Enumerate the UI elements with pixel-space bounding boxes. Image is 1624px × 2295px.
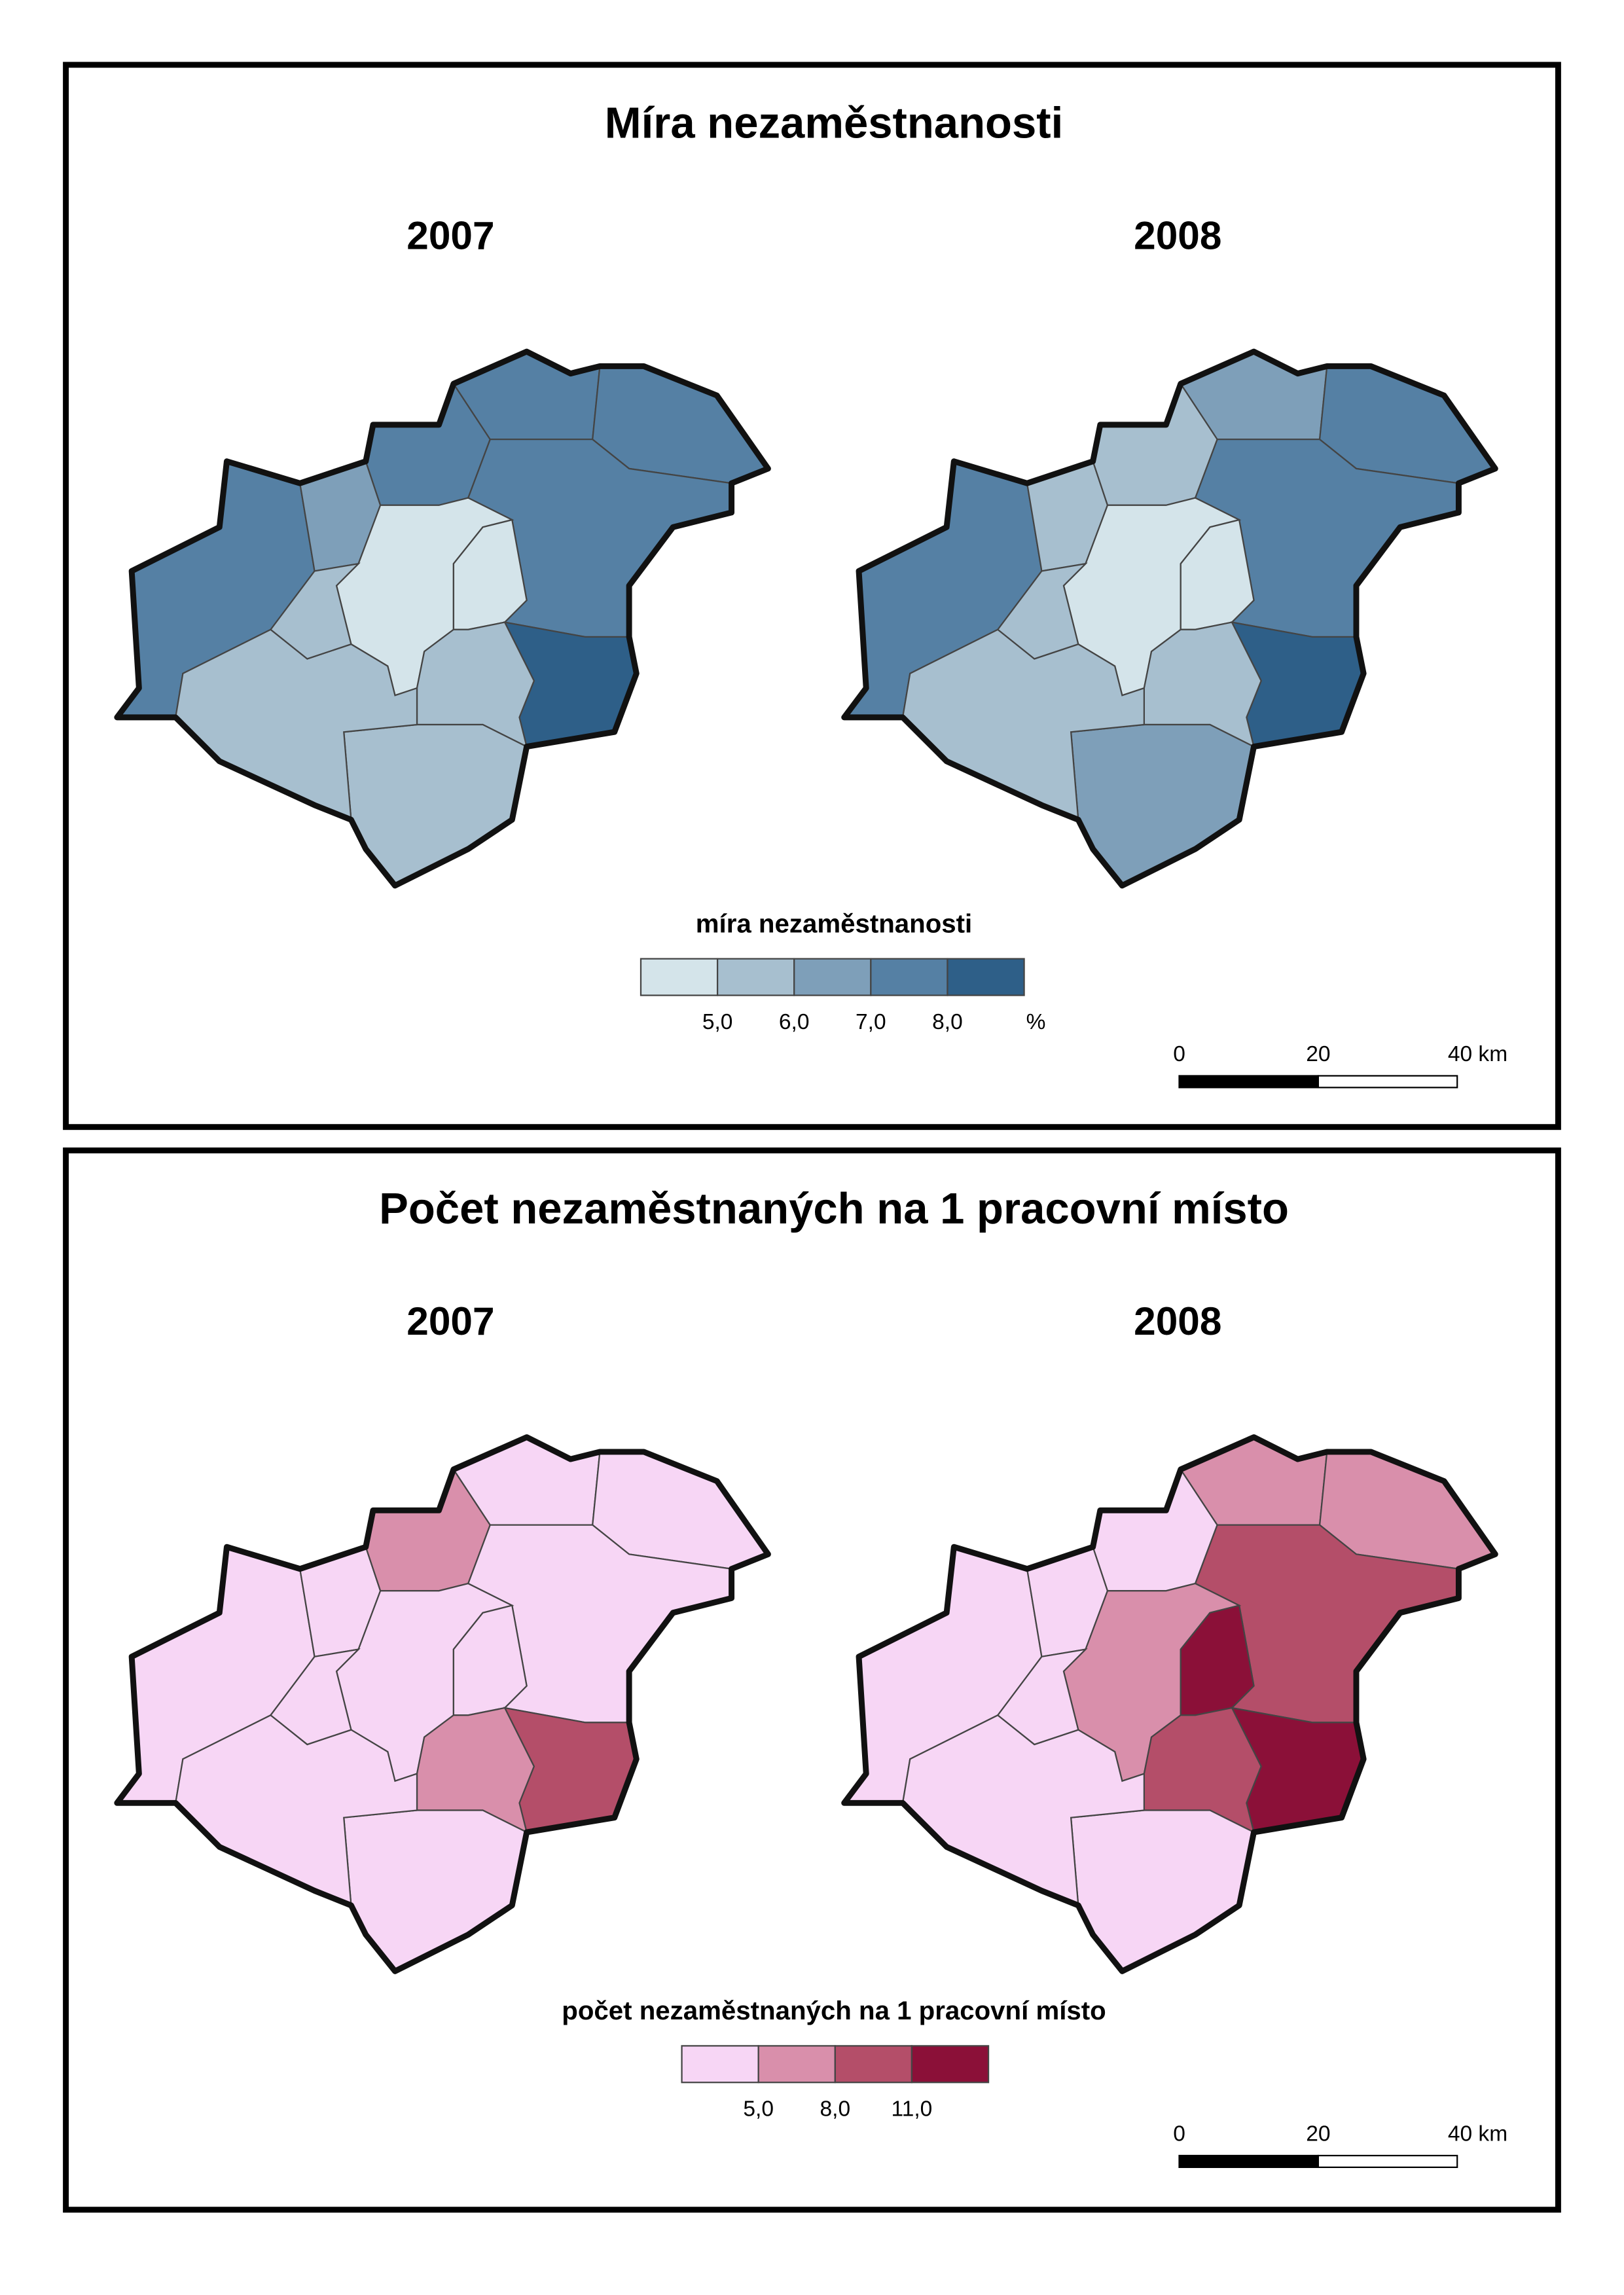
legend-break: 5,0 (702, 1010, 733, 1034)
legend-swatch (911, 2045, 990, 2084)
legend-swatch (834, 2045, 913, 2084)
legend-swatch (947, 958, 1025, 996)
legend-swatch (681, 2045, 759, 2084)
panel-frame (63, 62, 1561, 1130)
scale-bar-white (1317, 1075, 1458, 1089)
region-outline (114, 1434, 771, 1974)
year-label: 2008 (1134, 213, 1221, 258)
legend-title: počet nezaměstnaných na 1 pracovní místo (562, 1996, 1106, 2025)
choropleth-map (841, 348, 1498, 889)
legend-break: 7,0 (856, 1010, 886, 1034)
region-outline (841, 1434, 1498, 1974)
year-label: 2007 (406, 1299, 494, 1343)
scale-label: 0 (1173, 2122, 1185, 2146)
scale-label: 20 (1306, 2122, 1330, 2146)
district (269, 1648, 361, 1746)
choropleth-map (841, 1434, 1498, 1974)
legend-swatch (716, 958, 795, 996)
legend-unit: % (1026, 1010, 1046, 1034)
scale-label: 20 (1306, 1042, 1330, 1066)
legend-swatch (640, 958, 719, 996)
district (343, 1809, 528, 1972)
district (996, 1648, 1088, 1746)
district (1070, 1809, 1255, 1972)
scale-bar-white (1317, 2154, 1458, 2169)
legend-swatch (757, 2045, 836, 2084)
scale-bar-black (1178, 2154, 1319, 2169)
year-label: 2007 (406, 213, 494, 258)
region-outline (841, 348, 1498, 889)
panel-title: Míra nezaměstnanosti (605, 99, 1063, 148)
district (269, 562, 361, 660)
legend-break: 8,0 (820, 2097, 851, 2122)
choropleth-map (114, 1434, 771, 1974)
legend-break: 5,0 (743, 2097, 774, 2122)
scale-bar-black (1178, 1075, 1319, 1089)
district (996, 562, 1088, 660)
scale-label: 0 (1173, 1042, 1185, 1066)
scale-label: 40 km (1448, 1042, 1507, 1066)
legend-break: 6,0 (779, 1010, 810, 1034)
region-outline (114, 348, 771, 889)
legend-break: 11,0 (892, 2097, 933, 2122)
legend-swatch (793, 958, 872, 996)
panel-frame (63, 1148, 1561, 2213)
district (1070, 723, 1255, 887)
choropleth-map (114, 348, 771, 889)
legend-swatch (870, 958, 948, 996)
legend-title: míra nezaměstnanosti (696, 909, 972, 938)
panel-title: Počet nezaměstnaných na 1 pracovní místo (379, 1184, 1289, 1233)
district (343, 723, 528, 887)
year-label: 2008 (1134, 1299, 1221, 1343)
scale-label: 40 km (1448, 2122, 1507, 2146)
legend-break: 8,0 (932, 1010, 963, 1034)
